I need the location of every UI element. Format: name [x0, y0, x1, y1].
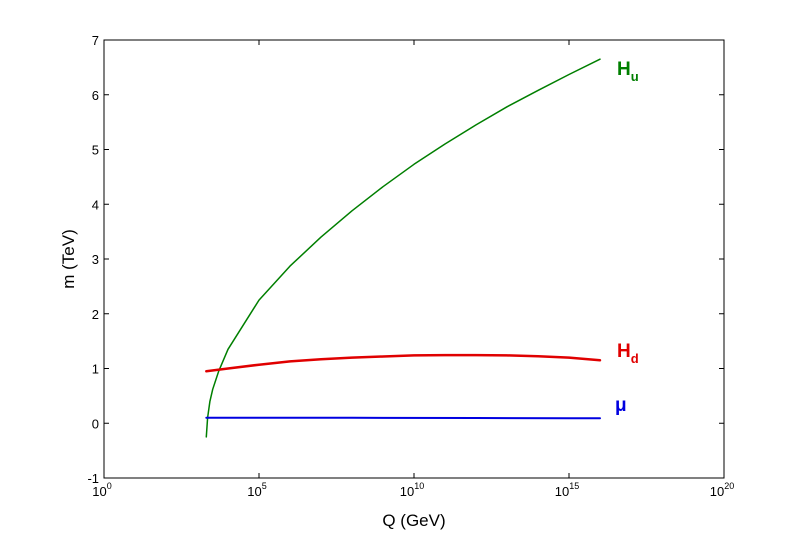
x-tick-label: 1015: [555, 481, 579, 499]
plot-area: [103, 39, 725, 479]
axis-ticks: [103, 39, 725, 479]
x-tick-exponent: 0: [107, 481, 112, 491]
x-tick-base: 10: [710, 484, 724, 499]
series-label-main: H: [617, 341, 631, 362]
mu-label: μ: [615, 395, 627, 416]
hu-curve: [205, 58, 601, 438]
x-tick-exponent: 15: [569, 481, 579, 491]
mu-curve: [205, 416, 601, 420]
hd-curve: [205, 353, 602, 373]
x-tick-label: 1010: [400, 481, 424, 499]
hu-label: Hu: [617, 59, 639, 84]
x-tick-base: 10: [555, 484, 569, 499]
x-tick-exponent: 5: [262, 481, 267, 491]
x-tick-base: 10: [92, 484, 106, 499]
y-tick-label: 4: [92, 197, 99, 212]
y-tick-label: -1: [87, 471, 99, 486]
series-label-main: μ: [615, 395, 627, 416]
y-tick-label: 2: [92, 307, 99, 322]
x-tick-base: 10: [247, 484, 261, 499]
x-tick-label: 105: [247, 481, 266, 499]
series-lines: [205, 58, 602, 438]
y-tick-label: 3: [92, 252, 99, 267]
hd-label: Hd: [617, 341, 639, 366]
x-tick-label: 1020: [710, 481, 734, 499]
y-tick-label: 0: [92, 416, 99, 431]
y-tick-label: 1: [92, 362, 99, 377]
y-tick-label: 6: [92, 88, 99, 103]
x-tick-label: 100: [92, 481, 111, 499]
x-tick-exponent: 10: [414, 481, 424, 491]
series-label-subscript: d: [631, 351, 639, 366]
series-label-subscript: u: [631, 69, 639, 84]
x-axis-label: Q (GeV): [382, 511, 445, 530]
series-label-main: H: [617, 59, 631, 80]
y-axis-label: m (TeV): [59, 229, 78, 289]
y-tick-labels: -1 0 1 2 3 4 5 6 7: [87, 33, 99, 486]
y-tick-label: 7: [92, 33, 99, 48]
x-tick-labels: 100 105 1010 1015 1020: [92, 481, 734, 499]
y-tick-label: 5: [92, 143, 99, 158]
x-tick-base: 10: [400, 484, 414, 499]
x-tick-exponent: 20: [724, 481, 734, 491]
